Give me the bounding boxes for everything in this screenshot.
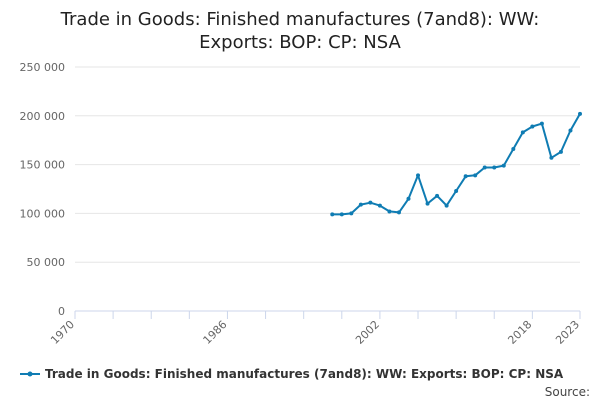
data-point[interactable] [549,155,554,160]
chart-title: Trade in Goods: Finished manufactures (7… [60,9,540,53]
data-point[interactable] [425,201,430,206]
data-point[interactable] [349,211,354,216]
x-tick-label: 2002 [353,318,382,347]
legend[interactable]: Trade in Goods: Finished manufactures (7… [20,367,564,381]
x-tick-label: 1970 [48,318,77,347]
data-point[interactable] [539,121,544,126]
x-tick-label: 2018 [505,318,534,347]
data-point[interactable] [511,146,516,151]
data-point[interactable] [473,173,478,178]
legend-label[interactable]: Trade in Goods: Finished manufactures (7… [45,367,564,381]
axes: 0 50 000 100 000 150 000 200 000 250 000 1970 1… [20,61,583,347]
data-point[interactable] [368,200,373,205]
data-point[interactable] [416,173,421,178]
data-point[interactable] [520,130,525,135]
x-tick-label: 2023 [553,318,582,347]
source-label[interactable]: Source: [545,385,590,399]
y-tick-label: 50 000 [27,256,66,269]
data-point[interactable] [492,165,497,170]
data-point[interactable] [558,149,563,154]
data-point[interactable] [454,188,459,193]
data-point[interactable] [435,193,440,198]
y-tick-label: 200 000 [20,110,66,123]
data-point[interactable] [339,212,344,217]
data-point[interactable] [578,111,582,116]
y-tick-label: 250 000 [20,61,66,74]
chart-title-line-1: Trade in Goods: Finished manufactures (7… [60,9,540,30]
y-tick-label: 0 [58,305,65,318]
data-point[interactable] [396,210,401,215]
data-point[interactable] [358,202,363,207]
data-point[interactable] [482,165,487,170]
legend-marker-swatch [27,371,33,377]
data-point[interactable] [377,203,382,208]
data-point[interactable] [501,163,506,168]
data-point[interactable] [568,128,573,133]
data-point[interactable] [444,203,449,208]
chart-title-line-2: Exports: BOP: CP: NSA [199,32,401,53]
data-point[interactable] [387,209,392,214]
data-point[interactable] [530,124,535,129]
grid [75,66,580,263]
data-point[interactable] [406,196,411,201]
data-point[interactable] [330,212,335,217]
data-point[interactable] [463,174,468,179]
y-tick-label: 150 000 [20,159,66,172]
x-tick-label: 1986 [201,318,230,347]
y-tick-label: 100 000 [20,207,66,220]
series-layer [330,111,582,217]
